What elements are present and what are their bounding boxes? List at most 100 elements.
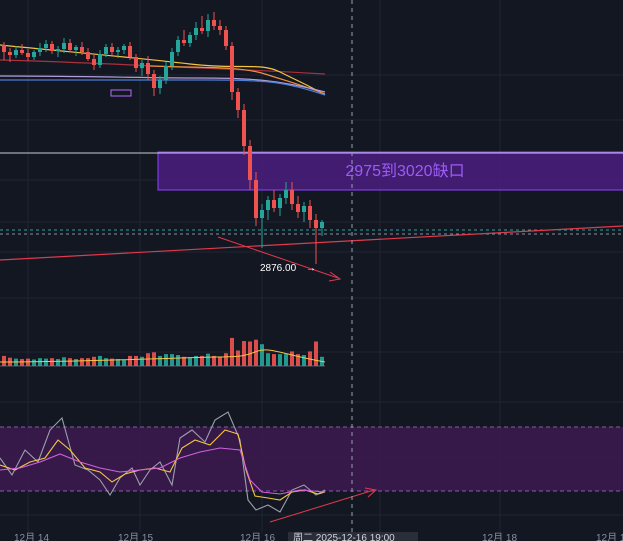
volume-bar	[134, 355, 138, 366]
moving-averages	[0, 44, 326, 96]
candle-body	[158, 80, 162, 88]
volume-bar	[56, 359, 60, 366]
volume-bar	[170, 354, 174, 366]
x-axis-label: 12月 18	[482, 532, 517, 541]
volume-bar	[32, 359, 36, 366]
x-axis-label: 12月 19	[596, 532, 623, 541]
volume-bar	[98, 355, 102, 366]
x-axis-label: 12月 16	[240, 532, 275, 541]
volume-bar	[278, 354, 282, 366]
volume-bar	[218, 357, 222, 366]
candle-body	[164, 66, 168, 80]
volume-bar	[2, 355, 6, 366]
candle-body	[128, 46, 132, 57]
candle-body	[20, 50, 24, 53]
candle-body	[320, 222, 324, 228]
ma-yellow-line	[0, 44, 326, 96]
volume-bar	[92, 356, 96, 366]
gap-zone	[157, 151, 623, 191]
candle-body	[170, 52, 174, 66]
candle-body	[302, 206, 306, 212]
x-axis-label: 12月 15	[118, 532, 153, 541]
candle-body	[98, 54, 102, 65]
candle-body	[2, 45, 6, 52]
volume-bar	[236, 350, 240, 366]
volume-bar	[296, 354, 300, 366]
volume-bar	[122, 359, 126, 366]
volume-bar	[200, 355, 204, 366]
volume-bar	[272, 354, 276, 366]
candle-body	[212, 20, 216, 26]
volume-bar	[194, 355, 198, 366]
candle-body	[14, 50, 18, 55]
candle-body	[68, 43, 72, 50]
indicator-lines	[0, 411, 326, 513]
volume-bar	[86, 358, 90, 366]
candle-body	[272, 200, 276, 208]
candlesticks	[2, 12, 324, 264]
volume-bar	[188, 357, 192, 366]
trend-arrow-line	[217, 236, 339, 279]
volume-bar	[314, 341, 318, 366]
candle-body	[38, 48, 42, 52]
trend-line	[0, 225, 623, 261]
gap-zone-label: 2975到3020缺口	[345, 162, 464, 180]
candle-body	[110, 47, 114, 52]
x-axis: 12月 14 12月 15 12月 16 12月 18 12月 19	[14, 532, 623, 541]
volume-bar	[260, 344, 264, 366]
candle-body	[116, 50, 120, 52]
candle-body	[140, 63, 144, 68]
volume-bar	[50, 358, 54, 366]
candle-body	[260, 210, 264, 218]
trend-arrow-head	[328, 271, 342, 282]
candle-body	[314, 220, 318, 228]
candle-body	[194, 28, 198, 35]
volume-bar	[266, 353, 270, 366]
candle-body	[296, 204, 300, 212]
candle-body	[86, 52, 90, 59]
candle-body	[44, 44, 48, 48]
indicator-arrow-line	[269, 489, 375, 523]
candle-body	[242, 110, 246, 146]
volume-bar	[140, 356, 144, 366]
candle-body	[134, 57, 138, 68]
volume-ma-line	[0, 349, 326, 363]
x-axis-label: 12月 14	[14, 532, 49, 541]
volume-bar	[74, 359, 78, 366]
candle-body	[92, 59, 96, 65]
volume-bar	[254, 339, 258, 366]
candle-body	[176, 40, 180, 52]
volume-bar	[242, 341, 246, 366]
volume-bar	[290, 351, 294, 366]
candle-body	[122, 46, 126, 50]
volume-bar	[230, 337, 234, 366]
candle-body	[104, 47, 108, 54]
low-price-label: 2876.00	[260, 263, 297, 274]
volume-bar	[128, 355, 132, 366]
candle-body	[248, 146, 252, 180]
candle-body	[254, 180, 258, 218]
candle-body	[26, 53, 30, 57]
candle-body	[80, 47, 84, 52]
volume-bar	[206, 353, 210, 366]
volume-bar	[302, 355, 306, 366]
indicator-zone	[0, 427, 623, 491]
candle-body	[74, 47, 78, 50]
candle-body	[152, 74, 156, 88]
crosshair-date-label: 周二 2025-12-16 19:00	[293, 532, 395, 541]
candle-body	[182, 40, 186, 43]
candle-body	[32, 52, 36, 57]
volume-bar	[80, 358, 84, 366]
volume-bar	[164, 354, 168, 366]
low-price-arrow: →	[306, 263, 316, 274]
volume-bar	[20, 359, 24, 366]
candle-body	[224, 30, 228, 46]
candle-body	[308, 206, 312, 220]
ma-blue-line	[0, 79, 326, 96]
candle-body	[236, 92, 240, 110]
volume-bar	[212, 355, 216, 366]
marker-box	[110, 89, 132, 97]
volume-bar	[110, 358, 114, 366]
candle-body	[200, 28, 204, 31]
